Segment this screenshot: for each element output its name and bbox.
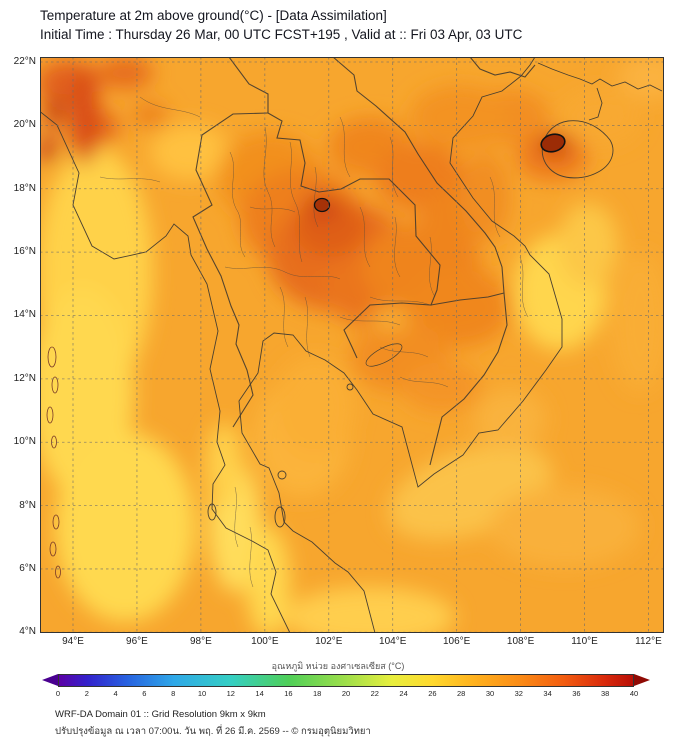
colorbar-tick: 14 <box>255 689 264 698</box>
header: Temperature at 2m above ground(°C) - [Da… <box>40 6 522 44</box>
colorbar-tick: 0 <box>55 689 61 698</box>
colorbar-tick: 20 <box>341 689 351 698</box>
lat-label: 8°N <box>19 499 36 511</box>
hainan-island <box>541 120 614 179</box>
lon-label: 110°E <box>571 636 598 647</box>
coastlines <box>40 57 663 633</box>
lon-label: 94°E <box>62 636 84 647</box>
colorbar-ticks: 0 2 4 6 8 10 12 14 16 18 20 22 24 26 28 30 32 34 36 38 40 <box>55 689 638 699</box>
colorbar-tick: 8 <box>171 689 176 698</box>
andaman-islands <box>46 346 61 579</box>
colorbar <box>42 674 650 687</box>
lon-label: 104°E <box>379 636 407 647</box>
tonle-sap-lake <box>365 343 403 367</box>
colorbar-tick: 28 <box>457 689 466 698</box>
colorbar-left-arrow <box>42 674 58 686</box>
lon-axis: 94°E 96°E 98°E 100°E 102°E 104°E 106°E 108°E 110… <box>40 636 664 650</box>
hotspot-contour-1 <box>313 197 331 213</box>
lon-label: 98°E <box>189 636 212 647</box>
lat-label: 22°N <box>13 56 36 67</box>
colorbar-tick: 40 <box>629 689 639 698</box>
footer-update-info: ปรับปรุงข้อมูล ณ เวลา 07:00น. วัน พฤ. ที… <box>55 726 371 737</box>
colorbar-tick: 30 <box>485 689 495 698</box>
grid-lines <box>40 57 664 633</box>
colorbar-tick: 38 <box>601 689 610 698</box>
colorbar-tick: 24 <box>399 689 408 698</box>
lat-label: 14°N <box>13 309 36 321</box>
lat-label: 18°N <box>13 182 36 194</box>
footer-domain-info: WRF-DA Domain 01 :: Grid Resolution 9km … <box>55 709 266 720</box>
lon-label: 108°E <box>506 636 535 647</box>
colorbar-label: อุณหภูมิ หน่วย องศาเซลเซียส (°C) <box>271 661 405 671</box>
lon-label: 100°E <box>251 636 279 647</box>
colorbar-tick: 26 <box>428 689 437 698</box>
colorbar-tick: 36 <box>572 689 581 698</box>
colorbar-gradient <box>58 674 634 687</box>
lat-label: 10°N <box>13 436 36 448</box>
lon-label: 102°E <box>315 636 343 647</box>
colorbar-right-arrow <box>634 674 650 686</box>
page-title: Temperature at 2m above ground(°C) - [Da… <box>40 8 387 23</box>
colorbar-tick: 2 <box>84 689 89 698</box>
lat-label: 4°N <box>19 626 36 638</box>
temperature-field <box>40 57 664 633</box>
temperature-map <box>40 57 664 633</box>
lon-label: 96°E <box>126 636 148 647</box>
colorbar-tick: 22 <box>370 689 379 698</box>
colorbar-tick: 4 <box>113 689 118 698</box>
lat-label: 6°N <box>19 562 36 574</box>
hotspot-contour-2 <box>540 133 566 153</box>
colorbar-tick: 34 <box>543 689 552 698</box>
colorbar-tick: 18 <box>313 689 322 698</box>
colorbar-tick: 12 <box>226 689 235 698</box>
lat-label: 12°N <box>13 372 36 384</box>
lat-label: 16°N <box>13 246 36 258</box>
lon-label: 112°E <box>635 636 662 647</box>
colorbar-tick: 6 <box>142 689 147 698</box>
lon-label: 106°E <box>442 636 471 647</box>
colorbar-tick: 16 <box>284 689 293 698</box>
map-canvas <box>40 57 664 633</box>
lat-axis: 22°N 20°N 18°N 16°N 14°N 12°N 10°N 8°N 6°N 4°N <box>4 56 38 637</box>
page-subtitle: Initial Time : Thursday 26 Mar, 00 UTC F… <box>40 27 523 42</box>
colorbar-tick: 32 <box>514 689 523 698</box>
colorbar-tick: 10 <box>197 689 207 698</box>
map-frame <box>40 57 664 633</box>
lat-label: 20°N <box>13 119 36 131</box>
